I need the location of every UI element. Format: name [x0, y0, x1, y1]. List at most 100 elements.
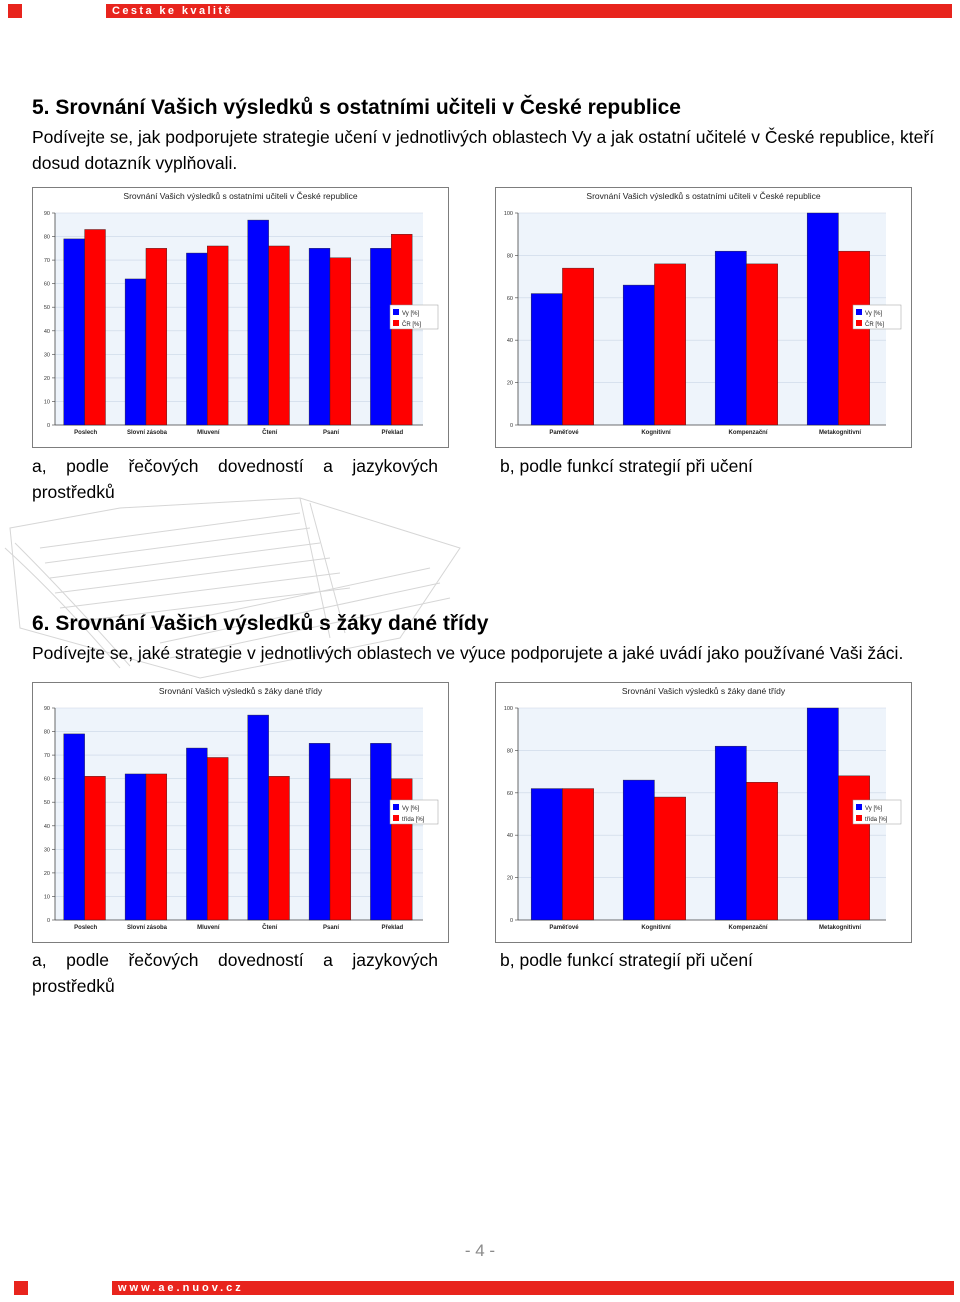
x-tick-label: Kompenzační: [728, 430, 767, 436]
bar-you: [530, 788, 563, 921]
bar-you: [714, 250, 747, 426]
x-tick-label: Paměťové: [549, 430, 579, 436]
y-tick-label: 40: [507, 833, 513, 839]
bar-other: [654, 796, 686, 921]
y-tick-label: 50: [44, 305, 50, 311]
y-tick-label: 0: [510, 423, 513, 429]
bar-you: [247, 219, 269, 426]
y-tick-label: 10: [44, 894, 50, 900]
bar-other: [207, 757, 229, 921]
chart-5b: Srovnání Vašich výsledků s ostatními uči…: [495, 187, 912, 448]
book-watermark-icon: [4, 497, 461, 679]
chart-6b-svg: Srovnání Vašich výsledků s žáky dané tří…: [504, 686, 902, 931]
y-tick-label: 80: [507, 748, 513, 754]
y-tick-label: 90: [44, 211, 50, 217]
legend-label: ČR [%]: [402, 321, 421, 328]
y-tick-label: 60: [507, 791, 513, 797]
legend-swatch: [393, 309, 399, 315]
y-tick-label: 70: [44, 258, 50, 264]
x-tick-label: Metakognitivní: [819, 430, 861, 436]
footer-square: [14, 1281, 28, 1295]
footer-bar: www.ae.nuov.cz: [112, 1281, 954, 1295]
x-tick-label: Překlad: [381, 925, 403, 931]
bar-other: [268, 776, 290, 921]
x-tick-label: Mluvení: [197, 925, 220, 931]
y-tick-label: 20: [44, 871, 50, 877]
y-tick-label: 40: [44, 824, 50, 830]
plot-area: [55, 708, 423, 920]
y-tick-label: 20: [507, 381, 513, 387]
bar-other: [746, 781, 778, 921]
bar-other: [838, 775, 870, 921]
bar-you: [63, 238, 85, 426]
x-tick-label: Kognitivní: [641, 925, 671, 931]
bar-you: [308, 248, 331, 426]
section6-intro: Podívejte se, jaké strategie v jednotliv…: [32, 643, 904, 663]
bar-you: [124, 773, 147, 921]
bar-you: [714, 745, 747, 921]
y-tick-label: 40: [507, 338, 513, 344]
section5-caption-a: a, podle řečových dovedností a jazykovýc…: [32, 456, 438, 502]
bar-you: [247, 714, 269, 921]
x-tick-label: Kompenzační: [728, 925, 767, 931]
bar-other: [84, 776, 106, 921]
y-tick-label: 80: [44, 730, 50, 736]
bar-you: [370, 743, 392, 921]
y-tick-label: 30: [44, 352, 50, 358]
x-tick-label: Mluvení: [197, 430, 220, 436]
chart-6b: Srovnání Vašich výsledků s žáky dané tří…: [495, 682, 912, 943]
x-tick-label: Poslech: [74, 430, 97, 436]
y-tick-label: 90: [44, 706, 50, 712]
x-tick-label: Slovní zásoba: [127, 430, 168, 436]
y-tick-label: 0: [47, 423, 50, 429]
bar-you: [186, 252, 208, 426]
legend-swatch: [393, 804, 399, 810]
chart-title: Srovnání Vašich výsledků s ostatními uči…: [586, 191, 820, 201]
chart-6a-svg: Srovnání Vašich výsledků s žáky dané tří…: [44, 686, 439, 931]
y-tick-label: 100: [504, 706, 513, 712]
y-tick-label: 40: [44, 329, 50, 335]
bar-you: [186, 747, 208, 921]
y-tick-label: 0: [510, 918, 513, 924]
header-text: Cesta ke kvalitě: [112, 5, 233, 17]
x-tick-label: Paměťové: [549, 925, 579, 931]
bar-other: [838, 250, 870, 426]
page-number: - 4 -: [464, 1241, 496, 1260]
chart-title: Srovnání Vašich výsledků s žáky dané tří…: [622, 686, 786, 696]
legend-label: třída [%]: [402, 817, 425, 823]
bar-other: [207, 245, 229, 426]
bar-other: [654, 263, 686, 426]
chart-title: Srovnání Vašich výsledků s ostatními uči…: [123, 191, 357, 201]
y-tick-label: 60: [44, 282, 50, 288]
bar-other: [562, 267, 594, 426]
header-square: [8, 4, 22, 18]
y-tick-label: 10: [44, 399, 50, 405]
legend-swatch: [393, 320, 399, 326]
x-tick-label: Metakognitivní: [819, 925, 861, 931]
legend-label: ČR [%]: [865, 321, 884, 328]
bar-other: [391, 234, 413, 426]
bar-you: [806, 212, 839, 426]
y-tick-label: 20: [44, 376, 50, 382]
y-tick-label: 60: [507, 296, 513, 302]
legend-swatch: [856, 815, 862, 821]
bar-other: [329, 257, 352, 426]
legend-swatch: [856, 804, 862, 810]
y-tick-label: 50: [44, 800, 50, 806]
bar-you: [530, 293, 563, 426]
section6-caption-a: a, podle řečových dovedností a jazykovýc…: [32, 950, 438, 996]
legend-swatch: [856, 320, 862, 326]
y-tick-label: 70: [44, 753, 50, 759]
y-tick-label: 30: [44, 847, 50, 853]
legend-swatch: [393, 815, 399, 821]
legend-label: třída [%]: [865, 817, 888, 823]
bar-you: [370, 248, 392, 426]
x-tick-label: Čtení: [262, 924, 277, 931]
bar-other: [746, 263, 778, 426]
bar-you: [308, 743, 331, 921]
legend-swatch: [856, 309, 862, 315]
chart-5a: Srovnání Vašich výsledků s ostatními uči…: [32, 187, 449, 448]
bar-other: [145, 248, 168, 426]
header-bar: Cesta ke kvalitě: [106, 4, 952, 18]
y-tick-label: 80: [44, 235, 50, 241]
